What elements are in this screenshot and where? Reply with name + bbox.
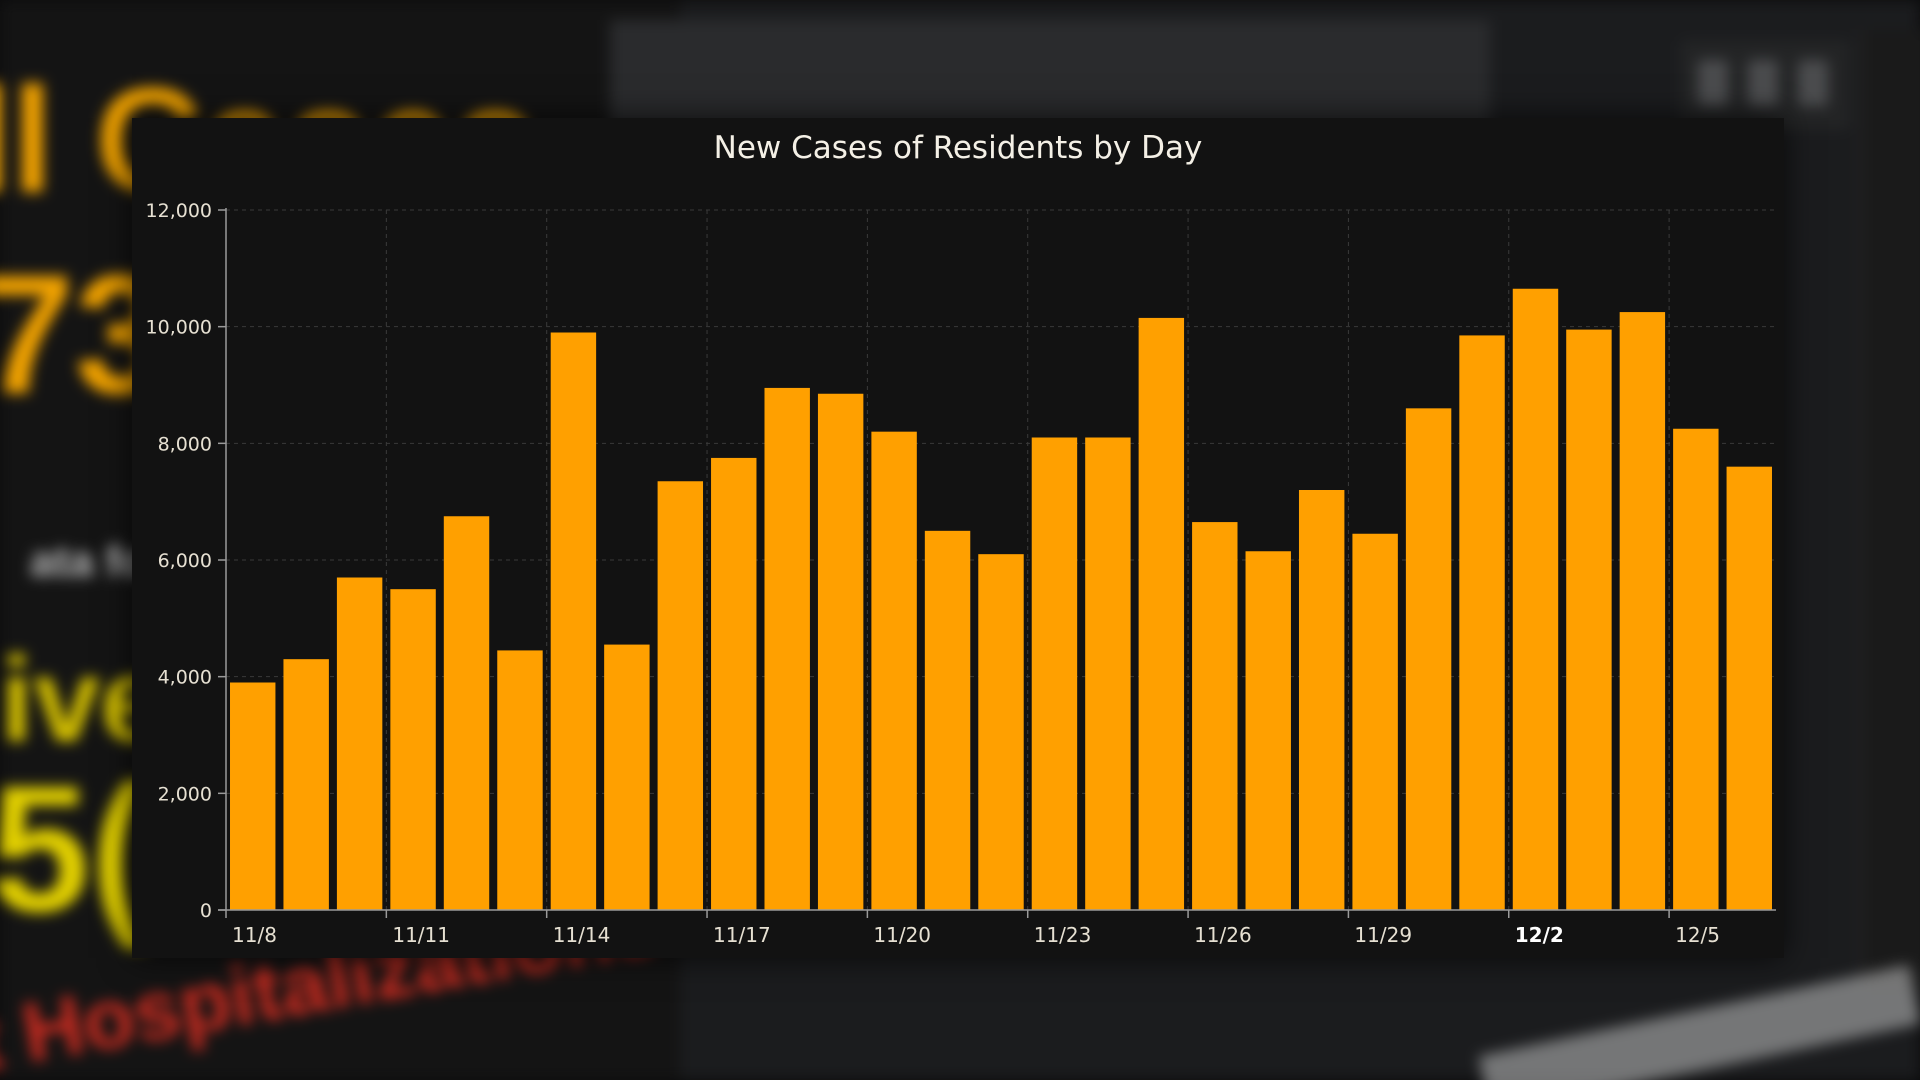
y-tick-label: 4,000 [158,667,212,689]
background-map-land [610,20,1490,130]
bar-11-9[interactable] [283,659,329,910]
home-icon [1698,60,1728,106]
bar-11-25[interactable] [1138,317,1185,910]
bar-11-20[interactable] [871,431,917,910]
bar-11-18[interactable] [764,387,810,911]
y-tick-label: 0 [200,900,212,922]
bar-11-17[interactable] [711,457,757,910]
bar-12-2[interactable] [1512,288,1559,910]
bar-12-5[interactable] [1673,428,1719,910]
bar-12-4[interactable] [1619,312,1666,910]
chart-card: New Cases of Residents by Day 0 2,000 4,00… [132,118,1784,958]
background-second-number: 5( [0,749,151,950]
bar-11-24[interactable] [1085,437,1131,911]
bar-11-12[interactable] [443,516,490,910]
bar-12-1[interactable] [1459,335,1505,910]
pause-icon [1748,60,1778,106]
bar-chart: 0 2,000 4,000 6,000 8,000 10,000 12,000 11/8 11/… [146,200,1776,947]
collapse-icon [1798,60,1828,106]
x-tick-label: 11/26 [1194,923,1252,947]
x-tick-label: 11/11 [392,923,450,947]
bar-12-6[interactable] [1726,466,1772,910]
bar-11-22[interactable] [978,554,1024,910]
bar-11-11[interactable] [390,589,436,910]
bar-11-15[interactable] [604,644,650,910]
chart-title: New Cases of Residents by Day [713,130,1203,166]
y-tick-label: 6,000 [158,550,212,572]
bar-11-27[interactable] [1245,551,1291,910]
background-side-panel [1860,30,1920,990]
bar-11-10[interactable] [336,577,383,911]
bar-11-21[interactable] [924,530,971,910]
bar-11-16[interactable] [657,481,704,910]
y-tick-label: 12,000 [146,200,212,222]
x-tick-label: 11/29 [1354,923,1412,947]
bar-11-19[interactable] [817,393,864,910]
bar-11-26[interactable] [1192,522,1238,910]
y-tick-label: 2,000 [158,783,212,805]
bar-11-28[interactable] [1298,490,1345,910]
bar-11-29[interactable] [1352,533,1398,910]
x-tick-label: 12/5 [1675,923,1720,947]
x-tick-label: 11/17 [713,923,771,947]
bar-12-3[interactable] [1566,329,1612,910]
x-tick-label: 11/14 [553,923,611,947]
x-tick-label: 11/23 [1034,923,1092,947]
bar-11-30[interactable] [1405,408,1452,910]
bar-11-23[interactable] [1031,437,1078,911]
x-tick-label: 11/8 [232,923,277,947]
background-label: ata fo [30,537,148,586]
y-tick-label: 10,000 [146,317,212,339]
bar-11-13[interactable] [497,650,543,910]
bar-11-8[interactable] [230,682,276,911]
x-tick-label: 12/2 [1515,923,1564,947]
x-tick-label: 11/20 [873,923,931,947]
y-tick-label: 8,000 [158,433,212,455]
bar-11-14[interactable] [550,332,597,911]
